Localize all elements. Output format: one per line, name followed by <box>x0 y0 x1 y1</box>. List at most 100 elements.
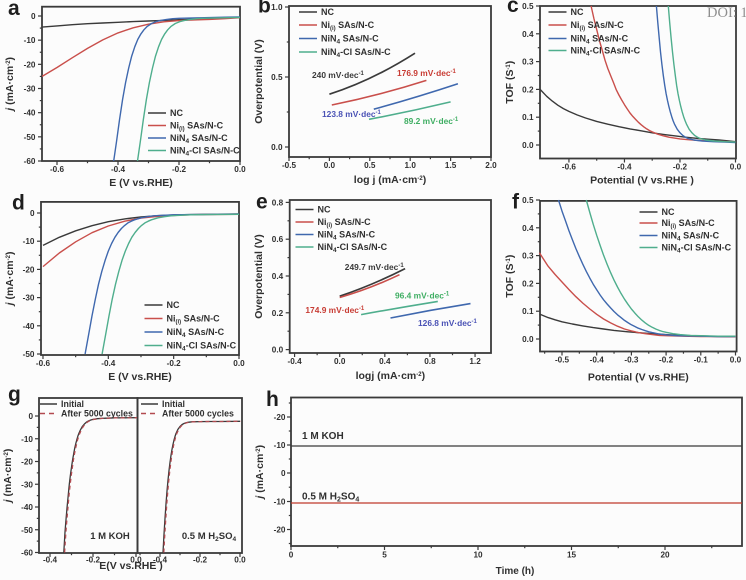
svg-text:NiN4 SAs/N-C: NiN4 SAs/N-C <box>571 34 629 46</box>
svg-text:0.0: 0.0 <box>324 161 336 170</box>
svg-text:-10: -10 <box>274 498 286 507</box>
svg-text:-0.6: -0.6 <box>562 163 577 172</box>
svg-text:240 mV·dec-1: 240 mV·dec-1 <box>312 70 365 80</box>
svg-text:Potential (V vs.RHE ): Potential (V vs.RHE ) <box>590 175 694 187</box>
svg-text:-40: -40 <box>24 109 36 118</box>
svg-text:NC: NC <box>170 108 183 118</box>
svg-text:Overpotential (V): Overpotential (V) <box>253 234 265 319</box>
svg-text:-20: -20 <box>24 60 36 69</box>
svg-text:0.0: 0.0 <box>234 165 246 174</box>
svg-text:NiN4 SAs/N-C: NiN4 SAs/N-C <box>167 327 225 339</box>
svg-text:E(V vs.RHE ): E(V vs.RHE ) <box>99 560 163 572</box>
svg-text:126.8 mV·dec-1: 126.8 mV·dec-1 <box>418 318 478 328</box>
svg-text:-0.2: -0.2 <box>193 556 208 565</box>
svg-text:g: g <box>8 383 21 406</box>
svg-text:15: 15 <box>567 551 577 560</box>
svg-text:2.0: 2.0 <box>485 161 497 170</box>
svg-text:0.1: 0.1 <box>522 307 534 316</box>
svg-text:j (mA·cm-2): j (mA·cm-2) <box>254 445 266 501</box>
svg-text:1 M KOH: 1 M KOH <box>90 531 130 542</box>
svg-text:NC: NC <box>318 205 331 215</box>
svg-text:b: b <box>258 0 271 18</box>
svg-text:-0.4: -0.4 <box>101 359 116 368</box>
svg-text:0.0: 0.0 <box>271 143 283 152</box>
svg-text:j (mA·cm-2): j (mA·cm-2) <box>2 449 14 505</box>
svg-text:-40: -40 <box>23 322 35 331</box>
svg-text:Ni(i) SAs/N-C: Ni(i) SAs/N-C <box>167 314 221 326</box>
svg-text:-10: -10 <box>21 435 33 444</box>
svg-text:Initial: Initial <box>162 399 185 409</box>
svg-text:-0.5: -0.5 <box>282 161 297 170</box>
svg-text:NiN4 SAs/N-C: NiN4 SAs/N-C <box>321 34 379 46</box>
svg-text:0.0: 0.0 <box>730 356 742 365</box>
svg-text:0: 0 <box>30 209 35 218</box>
svg-text:0.4: 0.4 <box>272 272 284 281</box>
svg-text:1.0: 1.0 <box>271 3 283 12</box>
svg-text:0.5: 0.5 <box>364 161 376 170</box>
svg-text:-0.5: -0.5 <box>555 356 570 365</box>
svg-text:Ni(i) SAs/N-C: Ni(i) SAs/N-C <box>321 20 375 32</box>
svg-text:-20: -20 <box>274 526 286 535</box>
svg-text:0.5: 0.5 <box>522 2 534 11</box>
svg-text:-0.2: -0.2 <box>172 165 187 174</box>
svg-text:-0.2: -0.2 <box>673 163 688 172</box>
svg-text:NiN4-Cl SAs/N-C: NiN4-Cl SAs/N-C <box>318 242 388 254</box>
svg-text:0: 0 <box>28 412 33 421</box>
svg-text:NiN4 SAs/N-C: NiN4 SAs/N-C <box>662 231 720 243</box>
svg-text:96.4 mV·dec-1: 96.4 mV·dec-1 <box>395 291 450 301</box>
svg-text:NC: NC <box>662 207 675 217</box>
svg-text:h: h <box>266 388 279 411</box>
svg-text:0.5: 0.5 <box>271 73 283 82</box>
svg-text:-10: -10 <box>24 36 36 45</box>
svg-text:TOF (S-1): TOF (S-1) <box>504 61 516 104</box>
svg-text:NiN4 SAs/N-C: NiN4 SAs/N-C <box>170 133 228 145</box>
svg-text:-0.4: -0.4 <box>43 556 58 565</box>
svg-text:Ni(i) SAs/N-C: Ni(i) SAs/N-C <box>662 218 716 230</box>
svg-text:NiN4-Cl SAs/N-C: NiN4-Cl SAs/N-C <box>170 146 240 158</box>
svg-text:0.2: 0.2 <box>522 85 534 94</box>
svg-text:0.1: 0.1 <box>522 113 534 122</box>
svg-text:Time (h): Time (h) <box>496 566 535 577</box>
svg-text:E (V vs.RHE): E (V vs.RHE) <box>109 177 173 189</box>
svg-text:-60: -60 <box>24 157 36 166</box>
svg-text:j (mA·cm-2): j (mA·cm-2) <box>4 57 16 113</box>
svg-text:0: 0 <box>281 469 286 478</box>
svg-text:DOI: 10.1: DOI: 10.1 <box>707 5 746 21</box>
svg-text:e: e <box>256 191 268 214</box>
svg-text:123.8 mV·dec-1: 123.8 mV·dec-1 <box>322 109 382 119</box>
svg-text:Initial: Initial <box>61 399 84 409</box>
svg-text:NC: NC <box>321 7 334 17</box>
svg-text:NiN4-Cl SAs/N-C: NiN4-Cl SAs/N-C <box>321 47 391 59</box>
svg-text:-10: -10 <box>274 441 286 450</box>
svg-text:0.0: 0.0 <box>233 359 245 368</box>
svg-text:0.0: 0.0 <box>334 357 346 366</box>
svg-text:TOF (S-1): TOF (S-1) <box>504 255 516 298</box>
svg-text:Ni(i) SAs/N-C: Ni(i) SAs/N-C <box>318 217 372 229</box>
svg-text:0.0: 0.0 <box>130 556 142 565</box>
svg-text:c: c <box>507 0 519 17</box>
svg-text:0.0: 0.0 <box>234 556 246 565</box>
svg-text:0.4: 0.4 <box>522 224 534 233</box>
svg-text:NiN4 SAs/N-C: NiN4 SAs/N-C <box>318 230 376 242</box>
svg-text:After 5000 cycles: After 5000 cycles <box>162 409 234 419</box>
svg-text:After 5000 cycles: After 5000 cycles <box>61 409 133 419</box>
svg-text:10: 10 <box>473 551 483 560</box>
svg-text:NC: NC <box>167 300 180 310</box>
svg-text:-0.4: -0.4 <box>153 556 168 565</box>
svg-text:-50: -50 <box>24 133 36 142</box>
svg-text:1.2: 1.2 <box>469 357 481 366</box>
svg-text:0.4: 0.4 <box>522 30 534 39</box>
svg-text:-0.6: -0.6 <box>50 165 65 174</box>
svg-text:0.5: 0.5 <box>522 196 534 205</box>
svg-text:-0.2: -0.2 <box>167 359 182 368</box>
svg-text:E (V vs.RHE): E (V vs.RHE) <box>108 371 172 383</box>
svg-text:0: 0 <box>31 12 36 21</box>
svg-text:-50: -50 <box>23 350 35 359</box>
svg-text:0.8: 0.8 <box>424 357 436 366</box>
svg-text:174.9 mV·dec-1: 174.9 mV·dec-1 <box>305 305 365 315</box>
svg-text:5: 5 <box>382 551 387 560</box>
svg-text:Potential (V vs.RHE): Potential (V vs.RHE) <box>588 372 689 384</box>
svg-text:0.2: 0.2 <box>522 279 534 288</box>
svg-text:log j (mA·cm-2): log j (mA·cm-2) <box>354 174 426 186</box>
svg-text:-30: -30 <box>24 85 36 94</box>
